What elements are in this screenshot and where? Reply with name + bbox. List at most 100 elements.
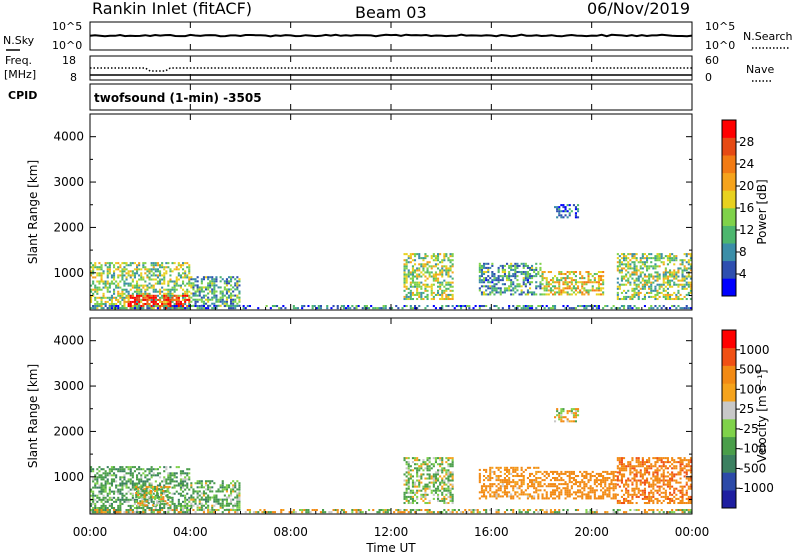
power-echo-cell <box>156 276 159 279</box>
power-echo-cell <box>207 276 210 279</box>
beam-title: Beam 03 <box>355 3 427 22</box>
velocity-echo-cell <box>497 483 500 486</box>
velocity-echo-cell <box>560 408 563 411</box>
velocity-echo-cell <box>376 511 379 514</box>
power-echo-cell <box>560 210 563 213</box>
velocity-echo-cell <box>554 483 557 486</box>
power-echo-cell <box>177 307 180 310</box>
power-echo-cell <box>629 267 632 270</box>
velocity-echo-cell <box>556 485 559 488</box>
velocity-echo-cell <box>129 466 132 469</box>
velocity-echo-cell <box>437 493 440 496</box>
velocity-echo-cell <box>136 511 139 514</box>
power-echo-cell <box>478 305 481 308</box>
power-echo-cell <box>637 279 640 282</box>
velocity-echo-cell <box>292 509 295 512</box>
velocity-echo-cell <box>526 487 529 490</box>
velocity-echo-cell <box>202 492 205 495</box>
velocity-echo-cell <box>501 481 504 484</box>
power-echo-cell <box>198 294 201 297</box>
velocity-echo-cell <box>121 470 124 473</box>
power-echo-cell <box>165 298 168 301</box>
power-echo-cell <box>660 261 663 264</box>
power-echo-cell <box>443 257 446 260</box>
velocity-echo-cell <box>497 477 500 480</box>
power-echo-cell <box>236 296 239 299</box>
power-echo-cell <box>531 275 534 278</box>
velocity-echo-cell <box>673 495 676 498</box>
power-echo-cell <box>117 292 120 295</box>
velocity-echo-cell <box>616 499 619 502</box>
power-echo-cell <box>200 307 203 310</box>
power-echo-cell <box>646 275 649 278</box>
velocity-echo-cell <box>572 479 575 482</box>
velocity-echo-cell <box>660 457 663 460</box>
power-echo-cell <box>403 295 406 298</box>
power-echo-cell <box>560 289 563 292</box>
velocity-echo-cell <box>552 489 555 492</box>
power-echo-cell <box>409 281 412 284</box>
power-echo-cell <box>194 300 197 303</box>
power-echo-cell <box>202 305 205 308</box>
velocity-echo-cell <box>441 497 444 500</box>
power-echo-cell <box>159 292 162 295</box>
velocity-echo-cell <box>100 484 103 487</box>
power-echo-cell <box>562 281 565 284</box>
power-echo-cell <box>159 282 162 285</box>
power-echo-cell <box>545 279 548 282</box>
power-echo-cell <box>142 298 145 301</box>
power-echo-cell <box>225 282 228 285</box>
power-echo-cell <box>213 304 216 307</box>
velocity-echo-cell <box>666 461 669 464</box>
velocity-echo-cell <box>328 511 331 514</box>
power-echo-cell <box>154 262 157 265</box>
velocity-echo-cell <box>115 486 118 489</box>
velocity-echo-cell <box>213 482 216 485</box>
power-echo-cell <box>430 289 433 292</box>
power-echo-cell <box>689 289 692 292</box>
velocity-echo-cell <box>149 492 152 495</box>
velocity-echo-cell <box>673 459 676 462</box>
power-echo-cell <box>154 305 157 308</box>
velocity-echo-cell <box>506 475 509 478</box>
power-echo-cell <box>426 305 429 308</box>
power-echo-cell <box>154 288 157 291</box>
velocity-echo-cell <box>405 463 408 466</box>
velocity-echo-cell <box>516 475 519 478</box>
power-echo-cell <box>669 259 672 262</box>
power-echo-cell <box>627 281 630 284</box>
power-echo-cell <box>545 277 548 280</box>
power-echo-cell <box>589 273 592 276</box>
power-echo-cell <box>173 290 176 293</box>
power-echo-cell <box>236 294 239 297</box>
velocity-echo-cell <box>428 481 431 484</box>
power-echo-cell <box>669 283 672 286</box>
power-echo-cell <box>428 261 431 264</box>
velocity-echo-cell <box>104 507 107 510</box>
velocity-echo-cell <box>587 495 590 498</box>
velocity-echo-cell <box>443 475 446 478</box>
power-echo-cell <box>445 253 448 256</box>
power-echo-cell <box>666 255 669 258</box>
velocity-echo-cell <box>643 461 646 464</box>
velocity-echo-cell <box>393 511 396 514</box>
power-echo-cell <box>641 277 644 280</box>
power-echo-cell <box>685 267 688 270</box>
power-echo-cell <box>646 259 649 262</box>
velocity-echo-cell <box>535 472 538 475</box>
velocity-echo-cell <box>629 473 632 476</box>
velocity-echo-cell <box>100 482 103 485</box>
power-echo-cell <box>230 284 233 287</box>
power-echo-cell <box>445 305 448 308</box>
power-echo-cell <box>106 270 109 273</box>
velocity-echo-cell <box>606 470 609 473</box>
velocity-echo-cell <box>154 494 157 497</box>
power-echo-cell <box>637 298 640 301</box>
velocity-echo-cell <box>434 459 437 462</box>
velocity-echo-cell <box>147 492 150 495</box>
power-echo-cell <box>641 285 644 288</box>
power-echo-cell <box>568 214 571 217</box>
power-echo-cell <box>428 275 431 278</box>
power-echo-cell <box>161 303 164 306</box>
velocity-echo-cell <box>202 494 205 497</box>
